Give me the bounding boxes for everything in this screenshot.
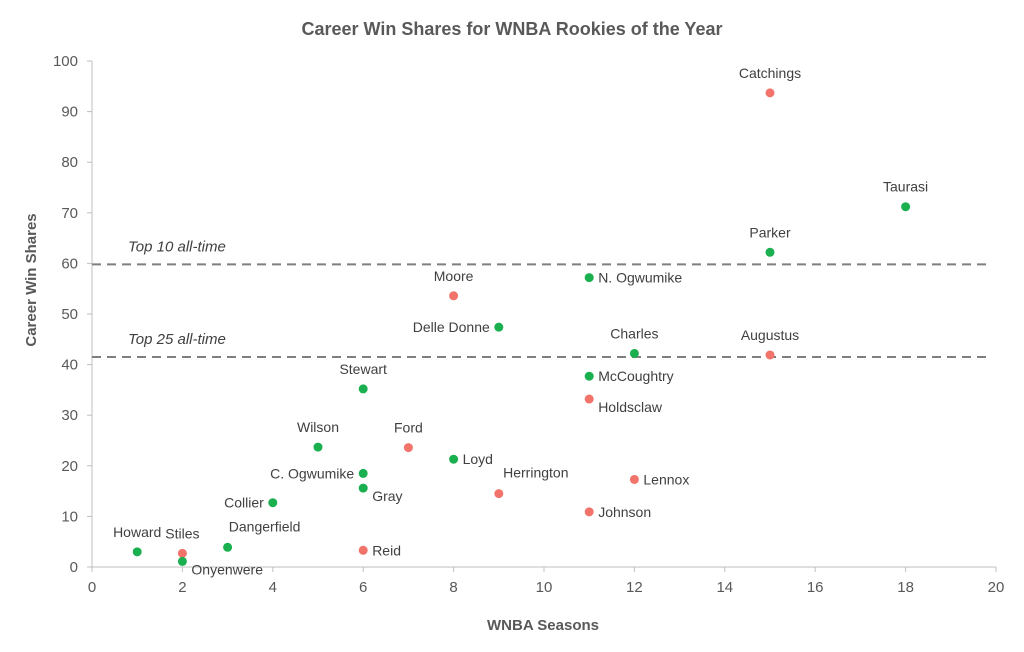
- point-label: Onyenwere: [191, 561, 263, 577]
- point-label: Holdsclaw: [598, 399, 663, 415]
- x-tick-label: 16: [807, 579, 824, 596]
- data-point: [177, 548, 187, 558]
- x-tick-label: 20: [988, 579, 1005, 596]
- y-tick-label: 100: [53, 53, 78, 70]
- x-tick-label: 10: [536, 579, 553, 596]
- point-label: C. Ogwumike: [270, 465, 354, 481]
- point-label: McCoughtry: [598, 368, 673, 384]
- data-point: [449, 454, 459, 464]
- point-label: Stiles: [165, 525, 199, 541]
- data-point: [584, 371, 594, 381]
- data-point: [132, 547, 142, 557]
- data-point: [403, 443, 413, 453]
- point-label: Charles: [610, 325, 658, 341]
- data-point: [358, 384, 368, 394]
- point-label: Catchings: [739, 65, 801, 81]
- data-point: [494, 322, 504, 332]
- data-point: [449, 291, 459, 301]
- data-point: [177, 556, 187, 566]
- point-label: Loyd: [463, 451, 493, 467]
- point-label: Parker: [749, 224, 791, 240]
- y-tick-label: 50: [61, 306, 78, 323]
- y-axis-title: Career Win Shares: [23, 213, 40, 346]
- y-tick-label: 10: [61, 508, 78, 525]
- data-point: [584, 394, 594, 404]
- x-tick-label: 18: [897, 579, 914, 596]
- y-tick-label: 80: [61, 154, 78, 171]
- y-tick-label: 70: [61, 205, 78, 222]
- data-point: [358, 483, 368, 493]
- data-point: [629, 474, 639, 484]
- x-tick-label: 0: [88, 579, 96, 596]
- x-tick-label: 4: [269, 579, 277, 596]
- data-point: [584, 507, 594, 517]
- data-point: [313, 442, 323, 452]
- point-label: Stewart: [339, 361, 387, 377]
- point-label: Ford: [394, 420, 423, 436]
- data-points: Catchings Taurasi Parker N. Ogwumike Moore De…: [113, 65, 928, 578]
- data-point: [765, 350, 775, 360]
- x-tick-label: 2: [178, 579, 186, 596]
- data-point: [223, 542, 233, 552]
- point-label: Reid: [372, 542, 401, 558]
- reference-line-label: Top 10 all-time: [128, 238, 226, 255]
- data-point: [494, 489, 504, 499]
- x-tick-label: 12: [626, 579, 643, 596]
- point-label: Moore: [434, 268, 474, 284]
- y-tick-label: 40: [61, 357, 78, 374]
- point-label: Augustus: [741, 327, 799, 343]
- point-label: Johnson: [598, 504, 651, 520]
- point-label: Collier: [224, 495, 264, 511]
- data-point: [765, 247, 775, 257]
- data-point: [358, 545, 368, 555]
- point-label: Herrington: [503, 465, 568, 481]
- x-tick-label: 14: [716, 579, 733, 596]
- point-label: Lennox: [643, 471, 689, 487]
- y-tick-label: 20: [61, 458, 78, 475]
- data-point: [358, 468, 368, 478]
- x-axis-title: WNBA Seasons: [487, 617, 599, 634]
- y-tick-label: 0: [70, 559, 78, 576]
- chart-title: Career Win Shares for WNBA Rookies of th…: [302, 19, 723, 39]
- data-point: [268, 498, 278, 508]
- data-point: [901, 202, 911, 212]
- data-point: [584, 273, 594, 283]
- y-tick-label: 60: [61, 255, 78, 272]
- x-tick-label: 8: [449, 579, 457, 596]
- y-tick-label: 30: [61, 407, 78, 424]
- reference-line-label: Top 25 all-time: [128, 331, 226, 348]
- point-label: Delle Donne: [413, 319, 490, 335]
- point-label: Wilson: [297, 419, 339, 435]
- reference-lines: Top 10 all-time Top 25 all-time: [92, 238, 990, 359]
- axes: 0 2 4 6 8 10 12 14 16 18 20 0 10 20 30 40 50 60 70 80 90 100: [53, 53, 1004, 596]
- point-label: Gray: [372, 488, 402, 504]
- point-label: N. Ogwumike: [598, 270, 682, 286]
- point-label: Taurasi: [883, 179, 928, 195]
- x-tick-label: 6: [359, 579, 367, 596]
- y-tick-label: 90: [61, 104, 78, 121]
- point-label: Dangerfield: [229, 518, 301, 534]
- data-point: [629, 348, 639, 358]
- point-label: Howard: [113, 524, 161, 540]
- data-point: [765, 88, 775, 98]
